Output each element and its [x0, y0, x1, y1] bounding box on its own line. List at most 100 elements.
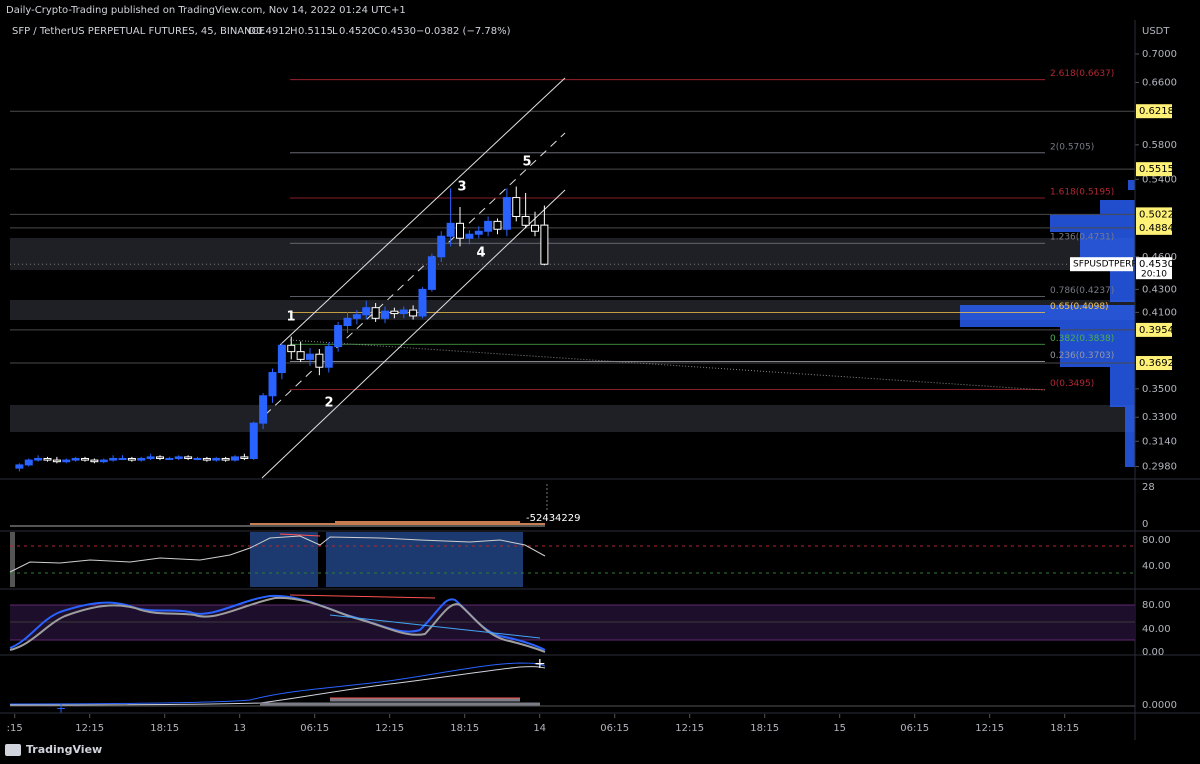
key-level-tag	[1136, 104, 1172, 119]
candle-body	[34, 457, 43, 461]
y-tick-label: 0.3500	[1142, 384, 1177, 395]
candle-body	[118, 457, 127, 460]
stoch-d	[9, 596, 546, 653]
logo	[5, 744, 21, 756]
candle-body	[512, 197, 521, 218]
current-price-tag	[1136, 257, 1172, 280]
key-level-label: 0.3954	[1139, 325, 1174, 336]
y-tick-label: 0.7000	[1142, 49, 1177, 60]
key-level-tag	[1136, 162, 1172, 177]
key-level-tag	[1136, 322, 1172, 337]
currency: USDT	[1142, 26, 1170, 37]
candle-body	[193, 457, 202, 460]
ohlc-l: 0.4520	[339, 26, 374, 37]
x-tick-label: 13	[233, 723, 246, 734]
candle-body	[212, 457, 221, 461]
x-tick-label: 14	[533, 723, 546, 734]
candle-body	[456, 222, 464, 239]
candle-body	[502, 197, 511, 230]
macd-hist	[260, 698, 540, 706]
key-level-label: 0.3692	[1139, 358, 1174, 369]
fib-label: 1.618(0.5195)	[1050, 188, 1114, 198]
symbol-tag: SFPUSDTPERP	[1073, 260, 1137, 270]
published-note: Daily-Crypto-Trading published on Tradin…	[6, 5, 406, 16]
x-tick-label: 06:15	[600, 723, 629, 734]
candle-body	[268, 372, 277, 397]
channel-upper	[279, 77, 566, 346]
rsi-tick: 80.00	[1142, 535, 1171, 546]
wave-label: 2	[324, 396, 333, 411]
x-tick-label: 18:15	[750, 723, 779, 734]
candle-body	[156, 456, 164, 459]
candle-body	[493, 220, 502, 230]
candle-body	[137, 457, 146, 461]
y-tick-label: 0.3300	[1142, 412, 1177, 423]
macd-line	[9, 662, 546, 705]
candle-body	[343, 317, 352, 327]
profile-bar	[1100, 200, 1135, 214]
zone	[10, 238, 1135, 270]
candle-body	[62, 459, 71, 463]
ohlc-h-label: H	[290, 26, 298, 37]
fib-label: 1.236(0.4731)	[1050, 233, 1114, 243]
trend-dotted	[289, 339, 1046, 391]
y-tick-label: 0.4300	[1142, 284, 1177, 295]
y-tick-label: 0.5800	[1142, 140, 1177, 151]
x-tick-label: :15	[7, 723, 23, 734]
key-level-label: 0.5022	[1139, 209, 1174, 220]
y-tick-label: 0.5400	[1142, 174, 1177, 185]
candle-body	[446, 222, 455, 237]
zone	[10, 405, 1135, 432]
fib-label: 0(0.3495)	[1050, 379, 1094, 389]
key-level-tag	[1136, 207, 1172, 222]
ohlc-o-label: O	[248, 26, 256, 37]
ohlc-c-label: C	[373, 26, 380, 37]
volume-last: -52434229	[526, 513, 581, 524]
candle-body	[437, 235, 446, 258]
candle-body	[221, 457, 230, 461]
wave-label: 3	[457, 180, 466, 195]
profile-bar	[1060, 327, 1135, 367]
rsi-tick: 40.00	[1142, 561, 1171, 572]
ohlc-change: −0.0382 (−7.78%)	[416, 26, 511, 37]
candle-body	[52, 459, 61, 463]
key-level-tag	[1136, 220, 1172, 235]
candle-body	[240, 456, 249, 459]
candle-body	[409, 309, 418, 317]
candle-body	[259, 395, 268, 424]
x-tick-label: 18:15	[150, 723, 179, 734]
candle-body	[390, 310, 399, 315]
rsi-line	[9, 535, 546, 573]
channel-lower	[261, 189, 566, 479]
stoch-pane: 80.00 40.00 0.00	[9, 594, 1171, 658]
key-level-label: 0.5515	[1139, 164, 1174, 175]
candle-body	[427, 256, 436, 290]
profile-bar	[1128, 180, 1135, 190]
ohlc-h: 0.5115	[298, 26, 333, 37]
candle-body	[484, 220, 493, 232]
candle-body	[174, 456, 183, 459]
candle-body	[324, 346, 333, 368]
x-tick-label: 06:15	[300, 723, 329, 734]
candle-body	[418, 288, 427, 317]
candle-body	[352, 314, 361, 319]
candle-body	[231, 456, 239, 461]
candle-body	[362, 307, 371, 316]
channel-mid	[264, 132, 566, 416]
volume-bars	[250, 521, 545, 525]
x-tick-label: 12:15	[75, 723, 104, 734]
rsi-shade	[326, 532, 523, 587]
candle-body	[109, 457, 118, 461]
profile-bar	[1110, 367, 1135, 407]
candle-body	[146, 456, 155, 459]
candle-body	[371, 307, 380, 319]
candle-body	[184, 456, 193, 459]
symbol: SFP / TetherUS PERPETUAL FUTURES, 45, BI…	[12, 26, 265, 37]
y-tick-label: 0.6600	[1142, 77, 1177, 88]
fib-label: 2.618(0.6637)	[1050, 69, 1114, 79]
profile-bar	[1125, 407, 1135, 467]
candle-body	[90, 459, 99, 463]
rsi-pane: 80.00 40.00	[9, 532, 1171, 587]
candle-body	[540, 224, 549, 265]
